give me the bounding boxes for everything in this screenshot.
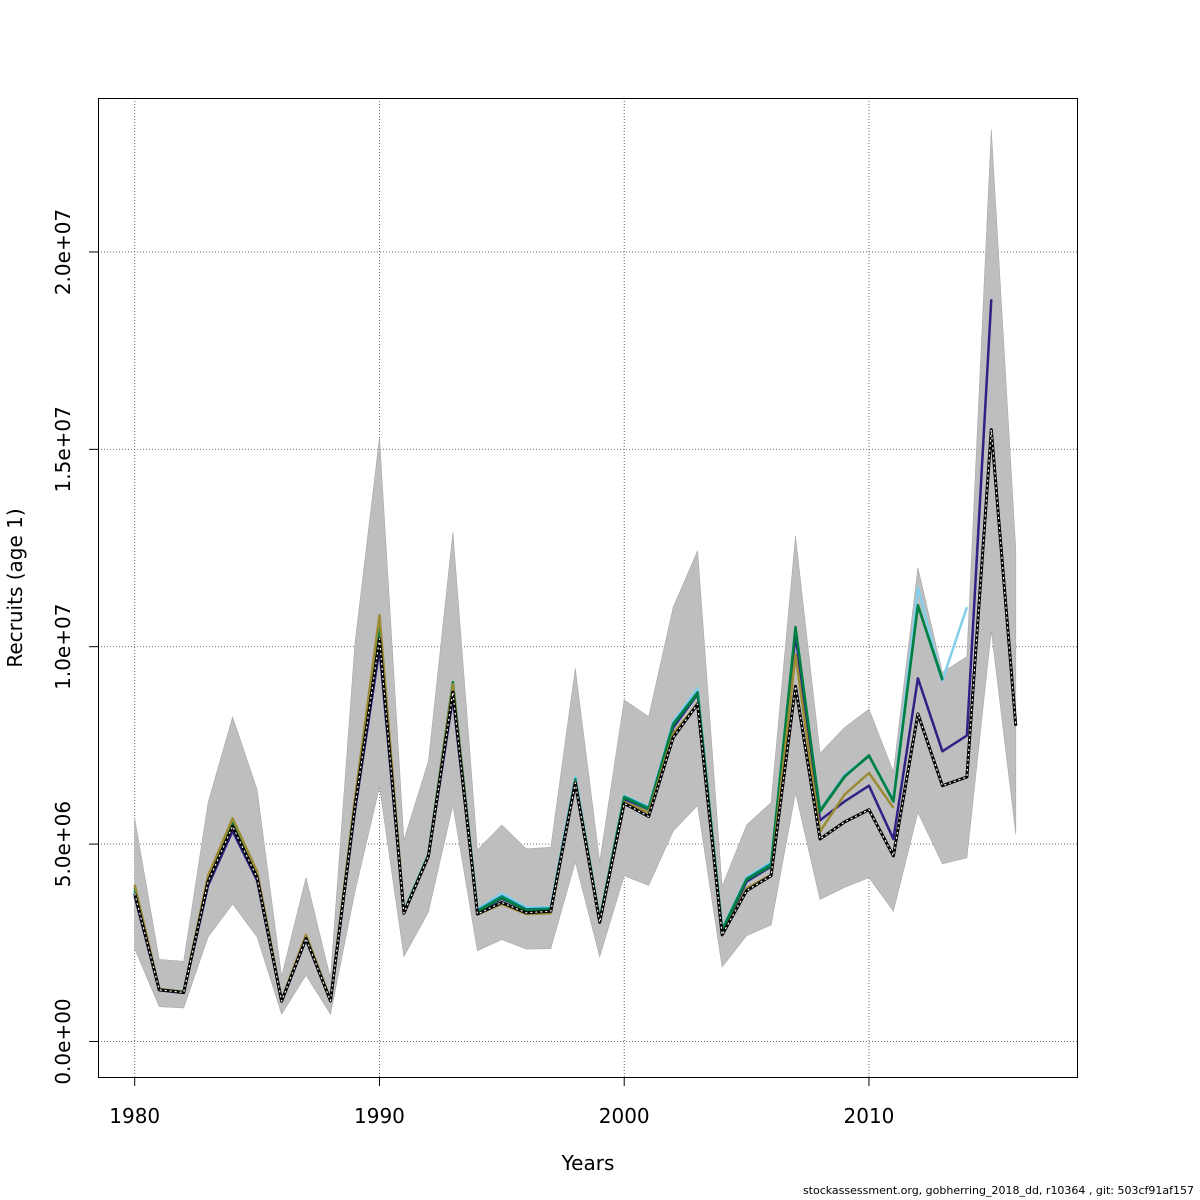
y-tick-label: 5.0e+06: [51, 801, 75, 887]
plot-frame: [98, 98, 1078, 1078]
series-line-5-dash: [134, 429, 1017, 1002]
x-tick-label: 1990: [354, 1104, 405, 1128]
series-lines: [133, 299, 1018, 1003]
x-tick-label: 2000: [599, 1104, 650, 1128]
y-axis-title: Recruits (age 1): [3, 508, 27, 667]
footer-credit: stockassessment.org, gobherring_2018_dd,…: [802, 1184, 1194, 1197]
y-tick-label: 1.0e+07: [51, 604, 75, 690]
x-axis-title: Years: [561, 1151, 615, 1175]
x-tick-label: 2010: [844, 1104, 895, 1128]
y-axis: 0.0e+00 5.0e+06 1.0e+07 1.5e+07 2.0e+07: [51, 209, 98, 1085]
y-tick-label: 0.0e+00: [51, 998, 75, 1084]
x-tick-label: 1980: [109, 1104, 160, 1128]
x-axis: 1980 1990 2000 2010: [109, 1077, 894, 1128]
y-tick-label: 2.0e+07: [51, 209, 75, 295]
y-tick-label: 1.5e+07: [51, 406, 75, 492]
